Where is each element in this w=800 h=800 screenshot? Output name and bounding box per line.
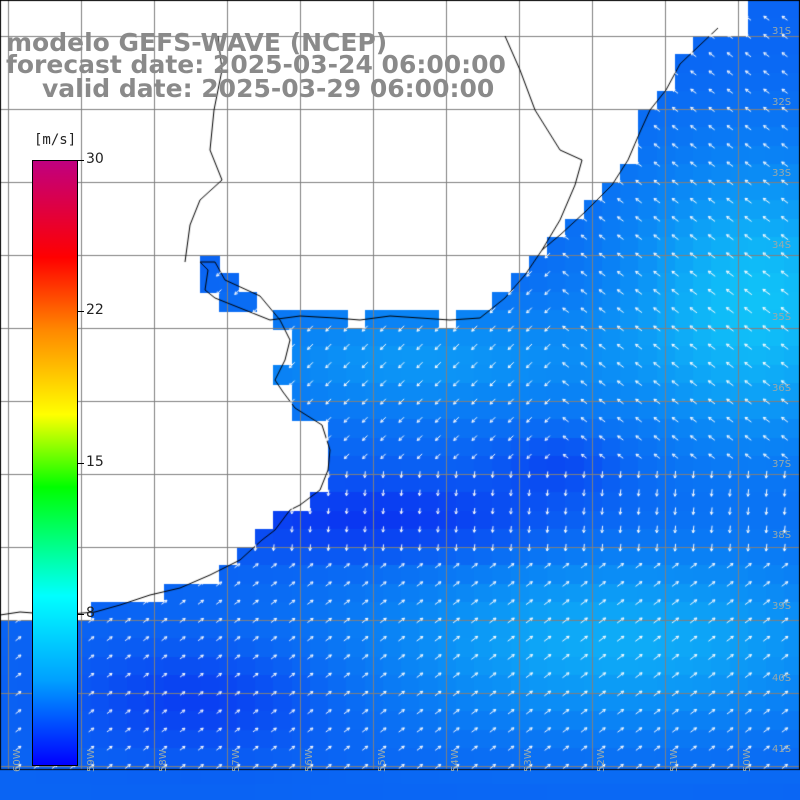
colorbar-tick-22: 22 bbox=[86, 302, 104, 318]
colorbar bbox=[32, 160, 78, 766]
lon-label: 58W bbox=[158, 749, 169, 772]
lat-label: 38S bbox=[772, 530, 792, 541]
lat-label: 32S bbox=[772, 97, 792, 108]
lat-label: 33S bbox=[772, 168, 792, 179]
lat-label: 31S bbox=[772, 26, 792, 37]
colorbar-mark bbox=[78, 614, 84, 615]
lat-label: 41S bbox=[772, 744, 792, 755]
lon-label: 54W bbox=[450, 749, 461, 772]
lon-label: 51W bbox=[669, 749, 680, 772]
lat-label: 39S bbox=[772, 601, 792, 612]
forecast-date: forecast date: 2025-03-24 06:00:00 bbox=[6, 50, 506, 79]
model-title: modelo GEFS-WAVE (NCEP) bbox=[6, 28, 388, 57]
valid-date: valid date: 2025-03-29 06:00:00 bbox=[42, 74, 495, 103]
lon-label: 50W bbox=[742, 749, 753, 772]
lat-label: 36S bbox=[772, 383, 792, 394]
lon-label: 53W bbox=[523, 749, 534, 772]
colorbar-unit: [m/s] bbox=[34, 132, 77, 148]
lat-label: 35S bbox=[772, 312, 792, 323]
lon-label: 52W bbox=[596, 749, 607, 772]
lon-label: 60W bbox=[12, 749, 23, 772]
lon-label: 59W bbox=[86, 749, 97, 772]
lon-label: 57W bbox=[231, 749, 242, 772]
colorbar-tick-8: 8 bbox=[86, 605, 95, 621]
colorbar-tick-30: 30 bbox=[86, 151, 104, 167]
colorbar-tick-15: 15 bbox=[86, 454, 104, 470]
colorbar-mark bbox=[78, 463, 84, 464]
lon-label: 56W bbox=[304, 749, 315, 772]
colorbar-mark bbox=[78, 311, 84, 312]
colorbar-mark bbox=[78, 160, 84, 161]
lon-label: 55W bbox=[377, 749, 388, 772]
lat-label: 34S bbox=[772, 240, 792, 251]
lat-label: 37S bbox=[772, 459, 792, 470]
lat-label: 40S bbox=[772, 673, 792, 684]
